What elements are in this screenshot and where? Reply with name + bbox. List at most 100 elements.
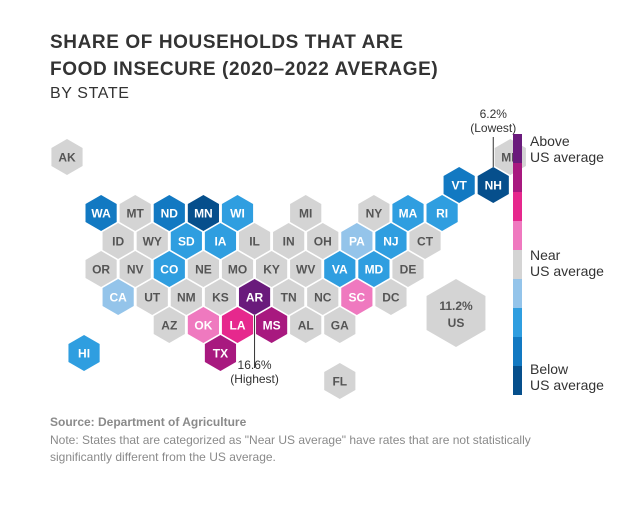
hex-shape [324,363,356,399]
state-label: VA [332,263,348,277]
us-average-value: 11.2% [439,299,473,313]
state-label: NM [177,291,196,305]
state-label: VT [451,179,467,193]
state-label: IA [214,235,226,249]
hex-shape [204,279,237,315]
state-label: KS [212,291,229,305]
chart-subtitle: BY STATE [50,85,130,102]
state-label: NE [195,263,212,277]
hex-shape [153,307,185,343]
state-label: NJ [383,235,398,249]
state-label: WI [230,207,245,221]
state-label: LA [230,319,246,333]
state-hex-ct: CT [409,223,441,259]
hex-shape [273,279,305,315]
state-label: WY [143,235,162,249]
state-hex-mt: MT [119,195,151,231]
hex-shape [324,307,356,343]
hex-shape [307,279,339,315]
state-label: AL [298,319,314,333]
state-label: CT [417,235,434,249]
state-label: DE [400,263,417,277]
hex-shape [187,195,219,231]
state-label: SC [349,291,366,305]
hex-shape [170,223,202,259]
hex-shape [102,279,134,315]
state-hex-tn: TN [273,279,305,315]
hex-shape [358,251,390,287]
hex-shape [256,307,288,343]
legend-swatch-below3 [513,366,522,395]
state-label: ND [161,207,179,221]
state-hex-az: AZ [153,307,185,343]
lowest-label: (Lowest) [470,121,516,135]
hex-shape [426,195,458,231]
state-label: FL [332,375,347,389]
hex-shape [85,251,117,287]
state-label: WA [91,207,111,221]
hex-shape [290,251,322,287]
state-hex-nm: NM [170,279,202,315]
state-label: NY [366,207,383,221]
state-hex-pa: PA [341,223,373,259]
chart-title-line2: FOOD INSECURE (2020–2022 AVERAGE) [50,59,439,80]
hex-shape [341,279,373,315]
hex-shape [238,279,271,315]
hex-shape [204,335,237,371]
state-hex-ri: RI [426,195,458,231]
state-label: NC [314,291,332,305]
hex-shape [68,335,100,371]
legend-above-line2: US average [530,149,604,165]
state-label: CO [160,263,178,277]
state-hex-wi: WI [221,195,254,231]
highest-label: (Highest) [230,372,279,386]
hex-shape [341,223,373,259]
hex-shape [290,307,322,343]
hex-shape [238,223,271,259]
legend-swatch-above3 [513,134,522,163]
state-label: GA [331,319,349,333]
state-hex-tx: TX [204,335,237,371]
state-hex-ny: NY [358,195,390,231]
hex-shape [153,251,185,287]
hex-shape [136,279,168,315]
hex-shape [273,223,305,259]
state-label: RI [436,207,448,221]
state-hex-de: DE [392,251,424,287]
state-hex-ca: CA [102,279,134,315]
state-label: TN [281,291,297,305]
state-hex-nh: NH [477,167,509,203]
hex-shape [477,167,509,203]
state-label: PA [349,235,365,249]
legend-near-line2: US average [530,263,604,279]
state-label: AR [246,291,264,305]
state-hex-ia: IA [204,223,237,259]
state-label: MI [299,207,312,221]
state-hex-wy: WY [136,223,168,259]
state-hex-wv: WV [290,251,322,287]
state-hex-in: IN [273,223,305,259]
hex-shape [221,307,254,343]
hex-shape [204,223,237,259]
state-hex-md: MD [358,251,390,287]
state-hex-ky: KY [256,251,288,287]
hex-shape [392,195,424,231]
hex-shape [170,279,202,315]
hex-shape [51,139,83,175]
state-label: MS [263,319,281,333]
note-text: Note: States that are categorized as "Ne… [50,433,531,464]
state-hex-ak: AK [51,139,83,175]
state-hex-ga: GA [324,307,356,343]
chart-title-line1: SHARE OF HOUSEHOLDS THAT ARE [50,32,404,53]
state-hex-va: VA [324,251,356,287]
state-hex-mi: MI [290,195,322,231]
state-hex-ut: UT [136,279,168,315]
highest-value: 16.6% [238,358,272,372]
hex-shape [187,307,219,343]
state-label: WV [296,263,315,277]
state-hex-co: CO [153,251,185,287]
state-label: SD [178,235,195,249]
hex-shape [307,223,339,259]
